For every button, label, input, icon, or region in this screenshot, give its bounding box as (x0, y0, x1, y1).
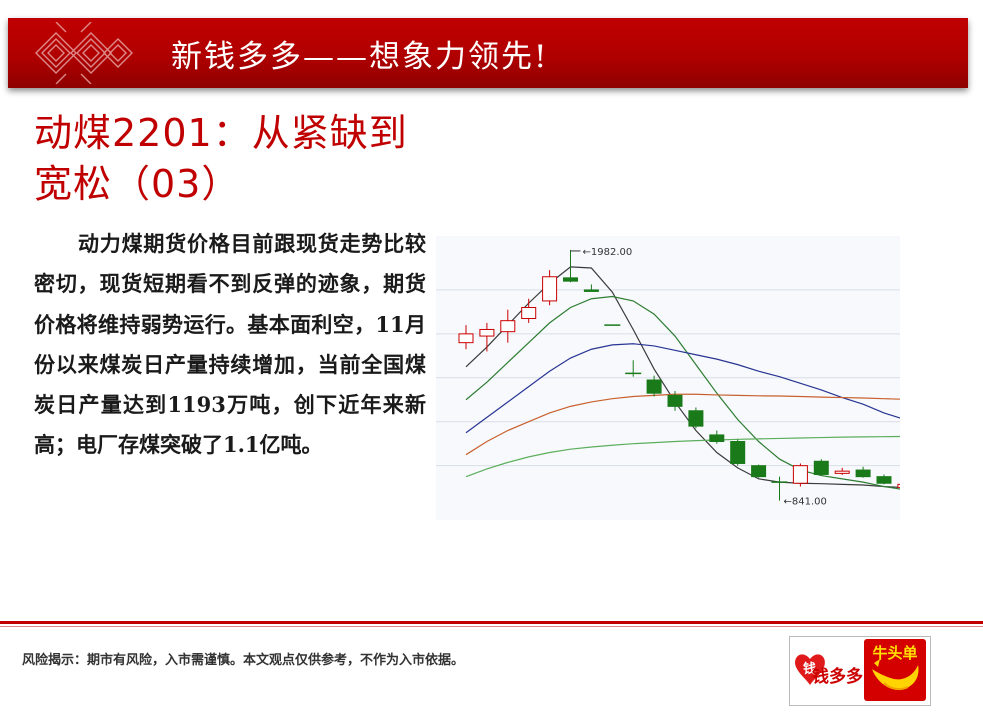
candle-body-up (479, 328, 495, 337)
candle (813, 459, 829, 476)
candle (542, 270, 558, 306)
candle (563, 249, 578, 283)
moving-average-line-5 (465, 435, 900, 478)
candle (688, 407, 704, 429)
logo-text-qianduoduo: 钱多多 (812, 667, 863, 687)
candle (855, 466, 871, 478)
header-banner: 新钱多多——想象力领先! (8, 18, 968, 88)
candle (479, 322, 495, 352)
candle-body-up (458, 333, 474, 344)
candle-body-down (730, 441, 746, 464)
candle-body-down (855, 469, 871, 478)
candle-body-down (667, 394, 683, 407)
candle-body-down (583, 289, 599, 292)
article-body: 动力煤期货价格目前跟现货走势比较密切，现货短期看不到反弹的迹象，期货价格将维持弱… (34, 231, 426, 458)
candle-body-down (709, 434, 725, 443)
candle (500, 309, 516, 343)
candle-body-down (751, 465, 767, 478)
candle-body-up (542, 276, 558, 302)
candle (583, 284, 599, 292)
footer-divider-thin (0, 626, 983, 627)
footer-logos: 钱 钱多多 牛头单 (789, 636, 931, 706)
banner-title: 新钱多多——想象力领先! (171, 39, 549, 75)
candle (751, 464, 767, 478)
risk-notice: 风险揭示：期市有风险，入市需谨慎。本文观点仅供参考，不作为入市依据。 (22, 653, 465, 668)
candle (625, 360, 642, 377)
article-title: 动煤2201：从紧缺到 宽松（03） (34, 108, 454, 210)
diamond-pattern-logo-icon (35, 22, 133, 84)
candle (458, 325, 474, 350)
candle (771, 476, 788, 501)
candle-body-up (500, 320, 516, 333)
logo-text-niutoudan: 牛头单 (872, 644, 918, 662)
low-label: ←841.00 (784, 497, 827, 508)
candle-body-down (813, 460, 829, 475)
heart-logo-icon: 钱 (795, 654, 825, 685)
moving-average-line-1 (465, 266, 900, 488)
moving-average-line-3 (465, 343, 900, 434)
article-title-line-1: 动煤2201：从紧缺到 (34, 111, 408, 155)
candle (667, 390, 683, 411)
candle-body-up (792, 465, 808, 484)
candle-body-up (897, 483, 900, 489)
candlestick-chart: ←1982.00 ←841.00 (436, 236, 900, 520)
candle-body-down (563, 277, 578, 282)
candle (646, 375, 662, 397)
candle-body-down (646, 379, 662, 394)
footer-divider (0, 621, 983, 624)
candle (897, 483, 900, 489)
niutoudan-logo: 牛头单 (864, 639, 926, 701)
moving-average-line-2 (465, 295, 900, 490)
candle-body-up (521, 307, 537, 319)
bull-horn-icon (872, 659, 919, 691)
candle (876, 474, 892, 485)
candle (834, 467, 850, 475)
candle (709, 430, 725, 444)
candle-body-down (688, 410, 704, 427)
moving-average-line-4 (465, 393, 900, 456)
svg-text:钱: 钱 (803, 661, 816, 677)
candle-body-up (834, 470, 850, 474)
high-label: ←1982.00 (583, 247, 633, 258)
candle (792, 463, 808, 487)
candle-body-down (876, 476, 892, 484)
candle (730, 439, 746, 466)
candle (521, 298, 537, 323)
article-title-line-2: 宽松（03） (34, 162, 241, 206)
